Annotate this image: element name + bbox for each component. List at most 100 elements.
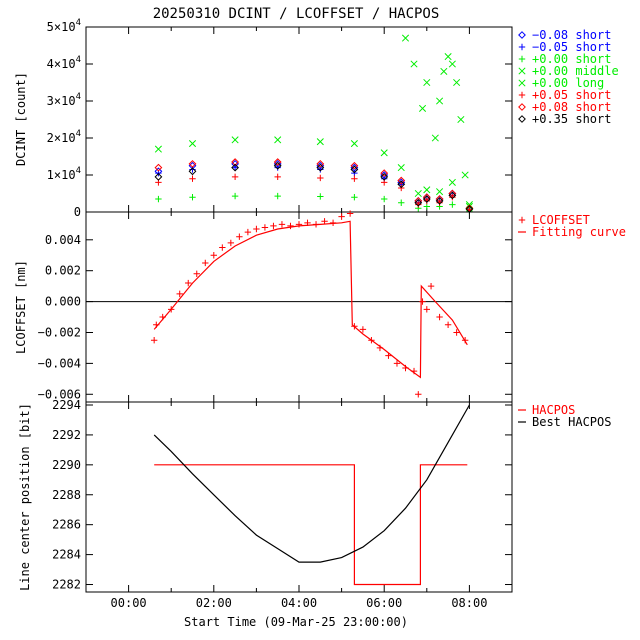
y-tick-label: −0.006 <box>38 387 81 401</box>
plus-marker <box>449 201 456 208</box>
y-tick-label: 2284 <box>52 548 81 562</box>
x-tick-label: 06:00 <box>366 596 402 610</box>
plus-marker <box>155 195 162 203</box>
plus-marker <box>253 225 260 233</box>
y-tick-label: 4×104 <box>47 55 81 71</box>
y-tick-label: 0.002 <box>45 264 81 278</box>
hacpos-y-axis-label: Line center position [bit] <box>18 403 32 591</box>
x-tick-label: 04:00 <box>281 596 317 610</box>
hacpos-y-ticks: 2282 2284 2286 2288 2290 2292 2294 <box>52 398 512 592</box>
series-lcoffset <box>150 210 469 398</box>
cross-marker <box>316 138 324 146</box>
diamond-marker <box>188 159 197 168</box>
diamond-marker <box>414 198 423 207</box>
cross-marker <box>350 139 358 148</box>
legend-label: +0.00 long <box>532 76 604 90</box>
y-tick-label: 2286 <box>52 518 81 532</box>
diamond-marker <box>154 172 163 181</box>
plus-marker <box>518 216 526 224</box>
x-axis-label: Start Time (09-Mar-25 23:00:00) <box>184 615 408 629</box>
cross-marker <box>380 149 388 157</box>
dcint-y-axis-label: DCINT [count] <box>14 72 28 166</box>
diamond-marker <box>414 196 423 205</box>
plus-marker <box>236 233 243 240</box>
diamond-marker <box>231 163 240 172</box>
cross-marker <box>518 79 526 87</box>
plus-marker <box>244 228 252 236</box>
series-line <box>154 464 468 586</box>
plus-marker <box>419 298 426 305</box>
cross-marker <box>518 67 526 75</box>
plus-marker <box>317 193 324 200</box>
cross-marker <box>440 67 448 75</box>
y-tick-label: 2290 <box>52 458 81 472</box>
lcoffset-data <box>86 210 512 398</box>
legend-label: +0.00 middle <box>532 64 619 78</box>
plus-marker <box>270 222 277 230</box>
cross-marker <box>397 164 405 172</box>
diamond-marker <box>397 180 406 189</box>
plus-marker <box>423 306 430 313</box>
dcint-data <box>154 34 474 215</box>
y-tick-label: 2288 <box>52 488 81 502</box>
dcint-legend: −0.08 short−0.05 short+0.00 short+0.00 m… <box>518 28 619 126</box>
diamond-marker <box>154 163 163 172</box>
diamond-marker <box>422 193 431 202</box>
plus-marker <box>189 175 196 182</box>
y-tick-label: 0.000 <box>45 295 81 309</box>
plus-marker <box>518 55 526 63</box>
cross-marker <box>414 189 422 198</box>
plus-marker <box>453 329 460 336</box>
series--0-00-middle <box>401 34 473 209</box>
legend-label: Fitting curve <box>532 225 626 239</box>
plus-marker <box>321 218 328 225</box>
diamond-marker <box>350 161 359 170</box>
series-fitting-curve <box>153 220 468 379</box>
plus-marker <box>427 282 435 290</box>
lcoffset-panel: LCOFFSET [nm] 0.004 0.002 0.000 −0.002 −0.00… <box>14 210 626 403</box>
plus-marker <box>278 221 286 228</box>
y-tick-label: 2292 <box>52 428 81 442</box>
diamond-marker <box>397 176 406 185</box>
hacpos-plot-frame <box>85 401 513 593</box>
plus-marker <box>231 192 239 200</box>
diamond-marker <box>188 167 197 176</box>
plus-marker <box>231 173 239 181</box>
y-tick-exponent: 4 <box>76 18 81 28</box>
plus-marker <box>202 259 209 267</box>
y-tick-exponent: 4 <box>76 55 81 65</box>
series-best-hacpos <box>153 404 470 563</box>
lcoffset-y-ticks: 0.004 0.002 0.000 −0.002 −0.004 −0.006 <box>38 212 512 402</box>
dcint-plot-frame <box>85 26 513 213</box>
y-tick-label: 3×104 <box>47 92 81 108</box>
y-tick-exponent: 4 <box>76 166 81 176</box>
cross-marker <box>231 136 239 144</box>
plus-marker <box>219 244 226 251</box>
plus-marker <box>415 391 422 398</box>
plus-marker <box>193 270 200 277</box>
series-hacpos <box>154 464 468 586</box>
diamond-marker <box>435 196 444 205</box>
plus-marker <box>518 43 526 51</box>
cross-marker <box>436 97 444 105</box>
plus-marker <box>359 326 367 333</box>
y-tick-exponent: 4 <box>76 129 81 139</box>
diamond-marker <box>435 195 444 203</box>
cross-marker <box>461 171 469 179</box>
y-tick-label: 2282 <box>52 578 81 592</box>
diamond-marker <box>273 158 282 166</box>
diamond-marker <box>350 165 359 174</box>
x-tick-label: 00:00 <box>111 596 147 610</box>
plus-marker <box>346 210 354 217</box>
plus-marker <box>176 290 183 298</box>
cross-marker <box>423 186 431 194</box>
plus-marker <box>351 194 358 201</box>
x-tick-label: 08:00 <box>451 596 487 610</box>
y-tick-label: 2×104 <box>47 129 81 145</box>
cross-marker <box>453 78 461 87</box>
cross-marker <box>418 104 427 112</box>
diamond-marker <box>518 31 526 39</box>
cross-marker <box>448 60 456 68</box>
